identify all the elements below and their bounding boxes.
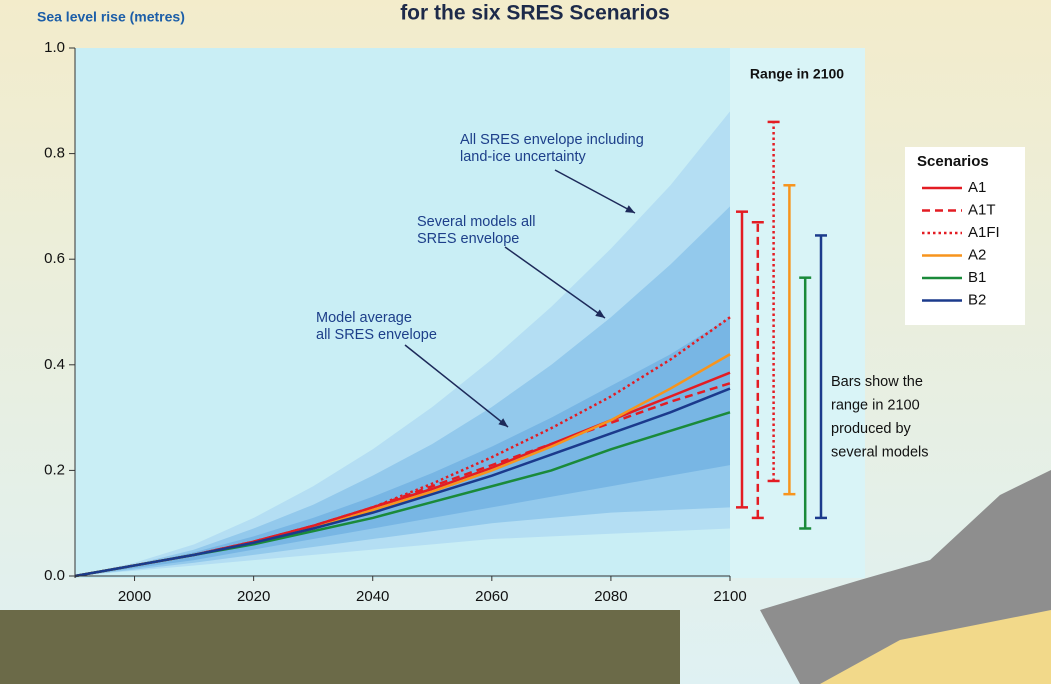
y-tick-label: 0.8 xyxy=(44,145,65,162)
annotation: SRES envelope xyxy=(417,231,519,247)
photo-strip xyxy=(0,610,680,684)
chart: 0.0 0.2 0.4 0.6 0.8 1.0 2000 2020 2040 2060 2080 21… xyxy=(0,0,1051,684)
legend-label: B1 xyxy=(968,269,986,286)
annotation: All SRES envelope including xyxy=(460,132,644,148)
y-tick-label: 0.4 xyxy=(44,356,65,373)
annotation: range in 2100 xyxy=(831,397,920,413)
annotation: Several models all xyxy=(417,214,535,230)
page: {"chart_data": { "type": "line", "title"… xyxy=(0,0,1051,684)
legend-label: A2 xyxy=(968,246,986,263)
x-tick-label: 2100 xyxy=(713,588,746,605)
legend-label: A1FI xyxy=(968,224,1000,241)
x-tick-label: 2060 xyxy=(475,588,508,605)
y-tick-label: 0.2 xyxy=(44,461,65,478)
legend-box xyxy=(905,147,1025,325)
legend-label: A1T xyxy=(968,201,996,218)
y-tick-label: 0.6 xyxy=(44,250,65,267)
y-tick-label: 1.0 xyxy=(44,39,65,56)
chart-title: for the six SRES Scenarios xyxy=(400,2,670,25)
annotation: Bars show the xyxy=(831,374,923,390)
x-tick-label: 2040 xyxy=(356,588,389,605)
y-axis-label: Sea level rise (metres) xyxy=(37,9,185,25)
legend-label: A1 xyxy=(968,179,986,196)
annotation: produced by xyxy=(831,421,912,437)
x-tick-label: 2080 xyxy=(594,588,627,605)
range-title: Range in 2100 xyxy=(750,66,844,82)
annotation: land-ice uncertainty xyxy=(460,149,586,165)
annotation: all SRES envelope xyxy=(316,327,437,343)
x-tick-label: 2020 xyxy=(237,588,270,605)
range-panel xyxy=(730,48,865,578)
y-tick-label: 0.0 xyxy=(44,567,65,584)
x-tick-label: 2000 xyxy=(118,588,151,605)
annotation: several models xyxy=(831,444,929,460)
annotation: Model average xyxy=(316,310,412,326)
legend-label: B2 xyxy=(968,291,986,308)
legend-title: Scenarios xyxy=(917,153,989,170)
